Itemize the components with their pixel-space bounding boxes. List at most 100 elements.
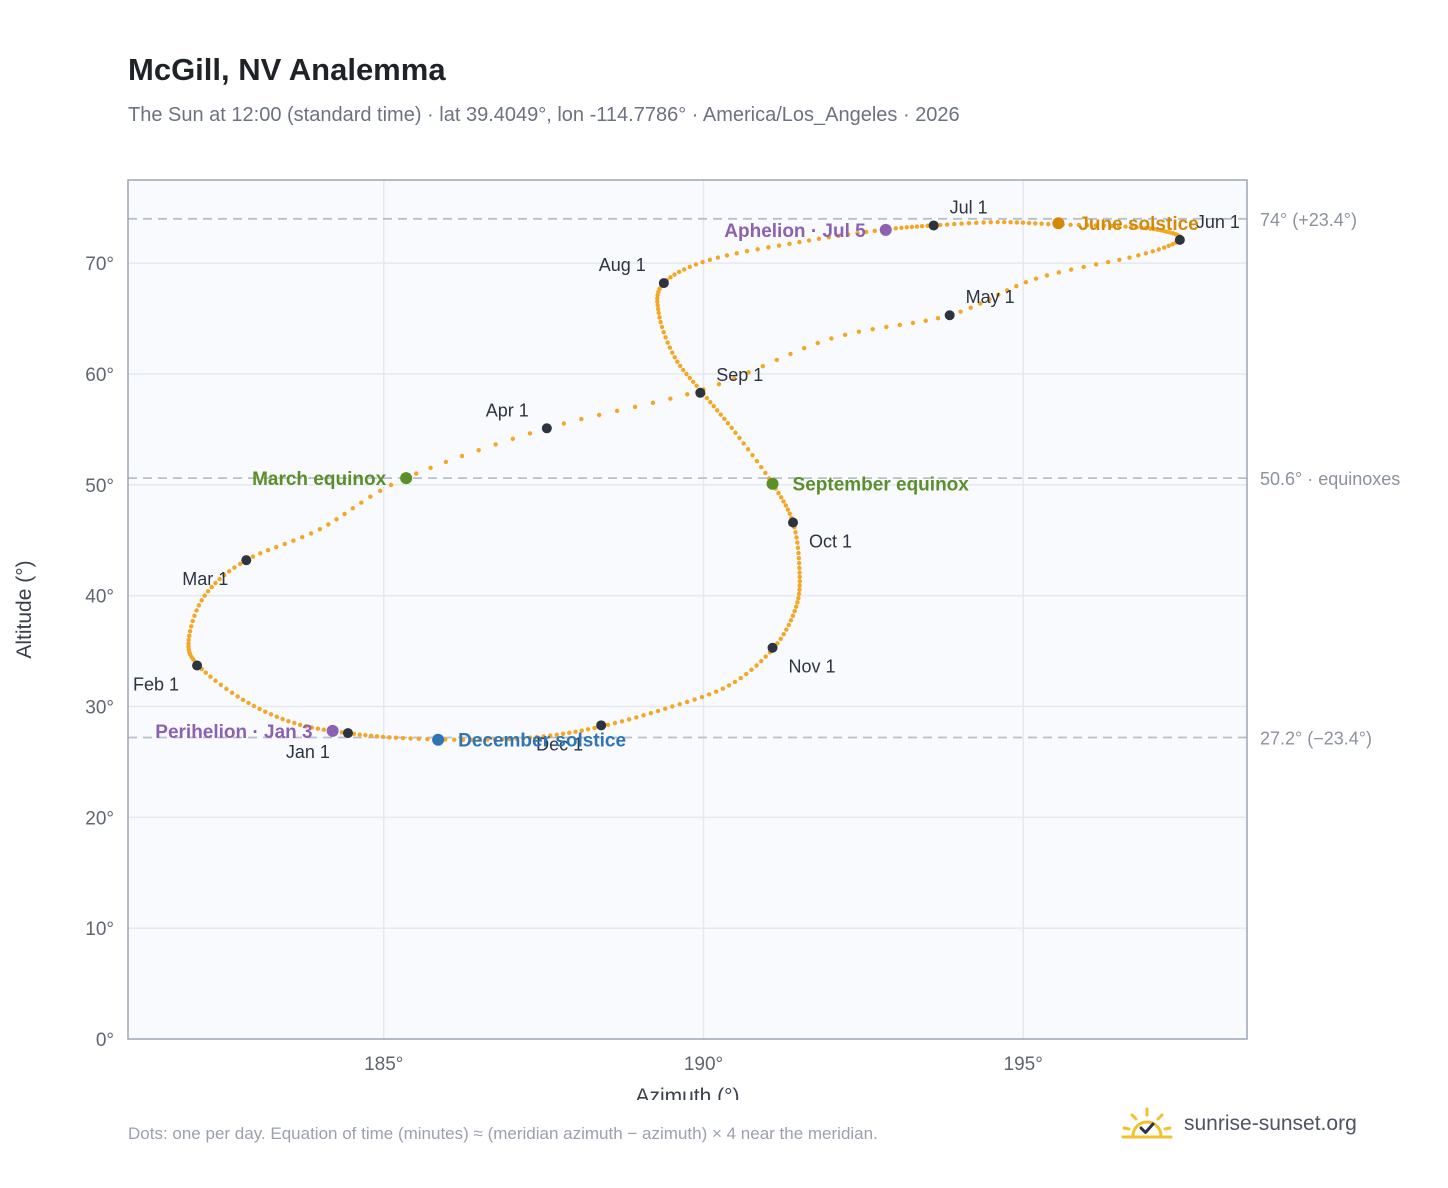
daily-sun-dot [1093,223,1098,228]
plot-frame [127,179,1248,1040]
daily-sun-dot [309,725,315,730]
daily-sun-dot [416,736,421,741]
daily-sun-dot [988,220,993,225]
daily-sun-dot [258,551,263,556]
daily-sun-dot [1109,223,1114,229]
daily-sun-dot [213,678,218,683]
daily-sun-dot [1129,224,1134,230]
daily-sun-dot [217,576,222,582]
daily-sun-dot [222,572,227,578]
brand-logo[interactable]: sunrise-sunset.org [1120,1102,1357,1146]
daily-sun-dot [554,732,559,737]
daily-sun-dot [232,565,237,570]
event-marker-september-equinox [766,477,779,490]
daily-sun-dot [655,296,660,301]
daily-sun-dot [199,598,204,603]
daily-sun-dot [796,555,802,561]
daily-sun-dot [1156,247,1161,252]
daily-sun-dot [744,249,750,254]
daily-sun-dot [794,535,799,540]
month-label-apr-1: Apr 1 [486,400,529,420]
daily-sun-dot [605,722,611,728]
daily-sun-dot [655,303,660,308]
daily-sun-dot [567,730,572,736]
daily-sun-dot [203,670,208,675]
brand-name: sunrise-sunset.org [1184,1112,1357,1135]
daily-sun-dot [797,574,802,580]
daily-sun-dot [292,720,297,726]
daily-sun-dot [749,667,754,673]
daily-sun-dot [774,357,779,363]
event-markers: March equinox September equinox June solst… [155,214,1198,752]
daily-sun-dot [759,464,764,470]
daily-sun-dot [1081,264,1086,270]
daily-sun-dot [836,233,841,239]
y-tick-label: 60° [85,365,114,386]
y-tick-label: 20° [85,808,114,829]
daily-sun-dot [514,736,519,741]
daily-sun-dot [681,267,687,272]
daily-sun-dot [670,350,675,355]
daily-sun-dot [785,507,791,512]
daily-sun-dot [303,724,309,729]
month-marker-mar-1 [241,555,252,566]
daily-sun-dot [704,395,710,401]
daily-sun-dot [326,522,331,527]
event-label-september-equinox: September equinox [793,475,970,496]
daily-sun-dot [667,345,673,350]
daily-sun-dot [968,305,973,310]
daily-sun-dot [914,224,920,229]
month-marker-dec-1 [596,720,607,731]
daily-sun-dot [786,622,791,628]
daily-sun-dot [672,272,677,277]
daily-sun-dot [561,421,567,426]
daily-sun-dot [795,545,801,551]
daily-sun-dot [864,229,869,235]
daily-sun-dot [655,306,661,312]
daily-sun-dot [754,663,759,668]
daily-sun-dot [842,332,848,337]
daily-sun-dot [632,404,638,410]
daily-sun-dot [746,370,751,375]
daily-sun-dot [592,725,597,731]
daily-sun-dot [350,506,355,511]
daily-sun-dot [213,580,218,586]
daily-sun-dot [1068,267,1074,272]
month-label-aug-1: Aug 1 [599,255,646,275]
analemma-chart: 74° (+23.4°) 50.6° · equinoxes 27.2° (−23.… [13,179,1400,1100]
daily-sun-dot [778,495,784,500]
daily-sun-dot [235,694,240,699]
daily-sun-dot [792,609,797,614]
daily-sun-dot [796,560,802,566]
month-label-nov-1: Nov 1 [789,657,836,677]
month-label-jan-1: Jan 1 [286,742,330,762]
daily-sun-dot [493,442,498,447]
daily-sun-dot [187,629,193,634]
daily-sun-dot [729,425,734,431]
daily-sun-dot [714,408,720,413]
daily-sun-dot [510,436,516,442]
daily-sun-dot [733,430,738,435]
daily-sun-dot [378,488,383,493]
month-label-sep-1: Sep 1 [716,365,763,385]
event-label-december-solstice: December solstice [458,731,626,752]
daily-sun-dot [527,735,533,740]
daily-sun-dot [321,727,327,732]
daily-sun-dot [1116,224,1122,229]
daily-sun-dot [388,482,394,488]
daily-sun-dot [734,251,739,256]
y-tick-label: 40° [85,587,114,608]
daily-sun-dot [1151,226,1157,232]
month-marker-may-1 [944,310,955,321]
daily-sun-dot [297,722,303,728]
daily-sun-dot [1105,259,1111,265]
daily-sun-dot [265,548,271,553]
daily-sun-dot [268,712,274,717]
daily-sun-dot [286,718,291,724]
daily-sun-dot [192,613,197,618]
daily-sun-dot [855,230,860,236]
month-marker-jun-1 [1174,234,1185,245]
daily-sun-dot [1044,273,1050,278]
daily-sun-dot [1068,222,1073,227]
daily-sun-dot [826,235,831,240]
